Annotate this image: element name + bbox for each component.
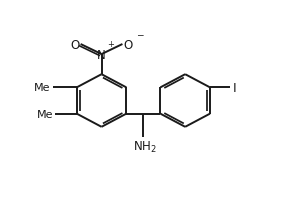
Text: O: O [70,38,80,51]
Text: O: O [124,38,133,51]
Text: −: − [136,30,144,39]
Text: NH$_2$: NH$_2$ [133,139,156,154]
Text: N: N [97,48,106,61]
Text: Me: Me [34,83,51,93]
Text: Me: Me [36,109,53,119]
Text: I: I [232,81,236,94]
Text: +: + [107,40,114,49]
